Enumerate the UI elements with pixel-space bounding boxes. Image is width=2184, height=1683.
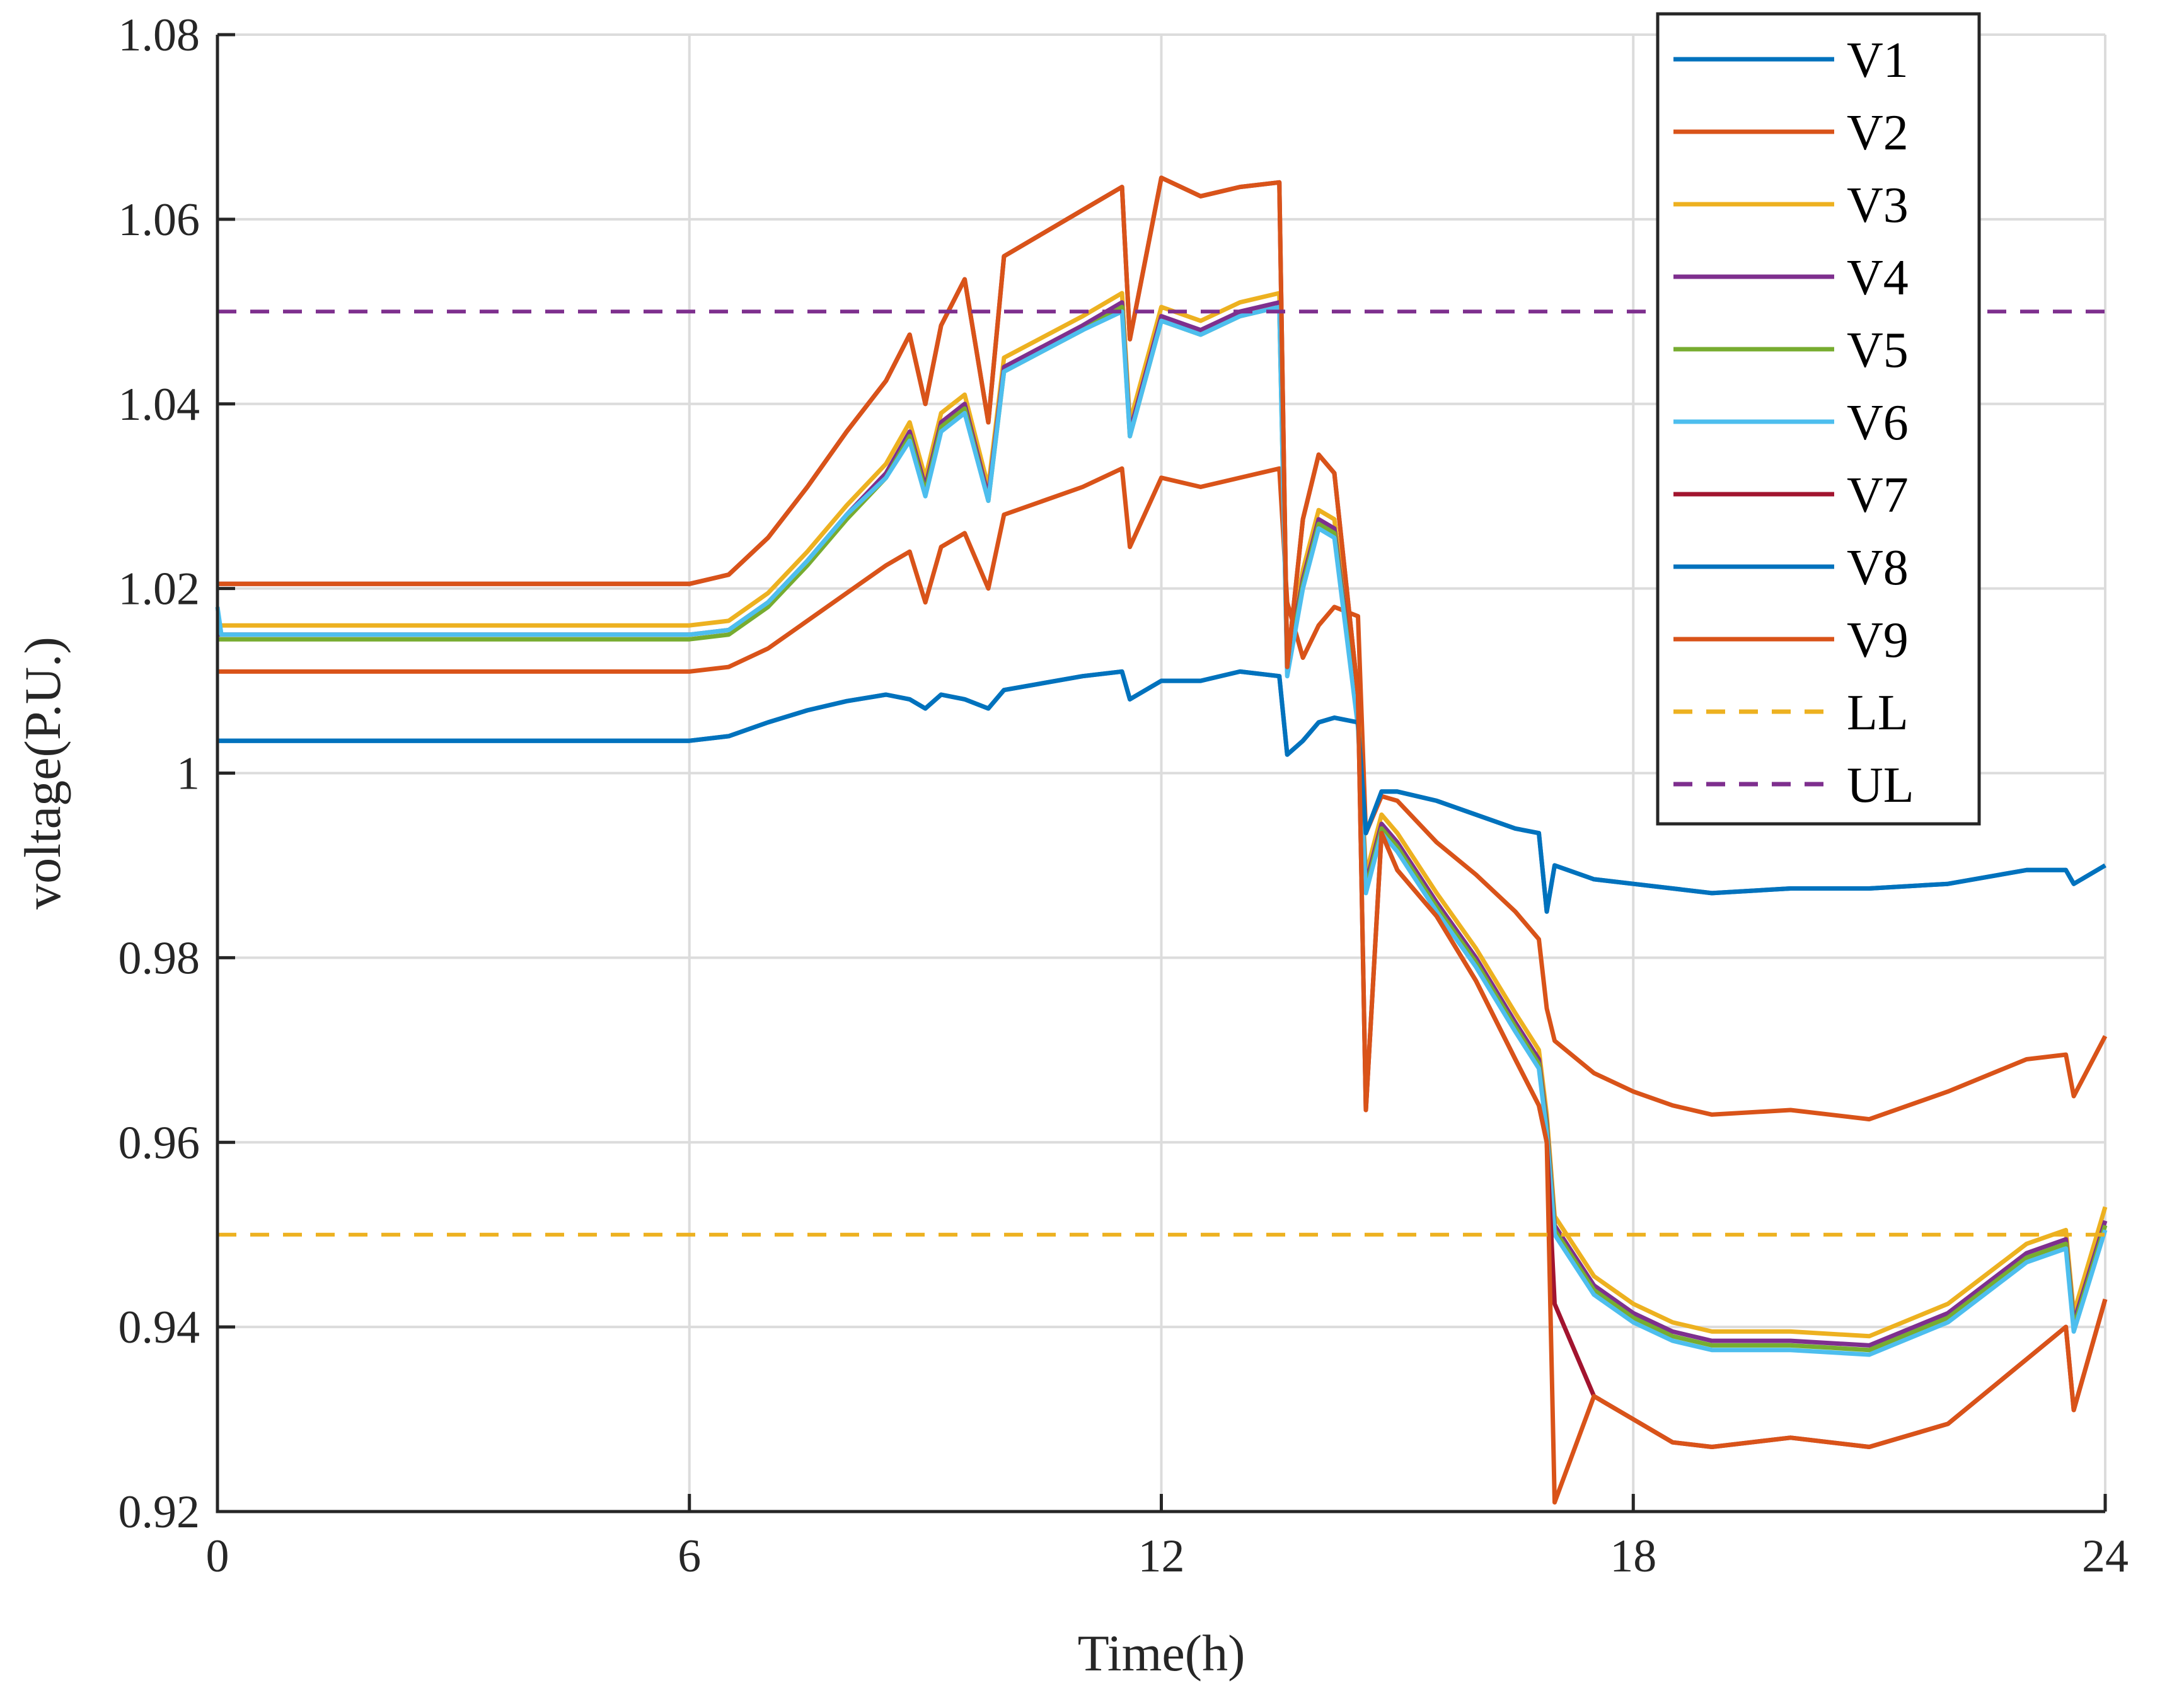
x-tick-label: 0: [206, 1530, 229, 1582]
legend-label: V9: [1847, 613, 1909, 668]
x-tick-label: 18: [1610, 1530, 1656, 1582]
series-line-v6: [215, 304, 2108, 1357]
x-axis-label: Time(h): [1078, 1624, 1245, 1682]
legend-label: V6: [1847, 395, 1909, 451]
series-line-v3: [217, 291, 2108, 1339]
legend-label: V1: [1847, 33, 1909, 88]
legend-label: V8: [1847, 540, 1909, 596]
series-line-v9: [217, 175, 2108, 1505]
legend-label: V4: [1847, 250, 1909, 306]
y-tick-label: 1: [176, 748, 200, 800]
y-tick-label: 1.06: [118, 194, 200, 246]
y-tick-label: 1.08: [118, 9, 200, 61]
x-tick-label: 24: [2082, 1530, 2129, 1582]
legend-label: UL: [1847, 758, 1914, 813]
y-tick-label: 0.96: [118, 1117, 200, 1169]
legend-label: V3: [1847, 178, 1909, 233]
series-line-v8: [217, 669, 2106, 914]
series-line-v2: [217, 466, 2108, 1122]
legend-label: LL: [1847, 685, 1909, 741]
y-tick-label: 0.98: [118, 932, 200, 984]
y-tick-label: 0.94: [118, 1302, 200, 1353]
series-lines: [215, 175, 2108, 1505]
legend-label: V7: [1847, 468, 1909, 523]
x-tick-label: 6: [678, 1530, 701, 1582]
legend-label: V2: [1847, 105, 1909, 161]
x-tick-label: 12: [1138, 1530, 1185, 1582]
y-tick-label: 1.02: [118, 564, 200, 615]
axes: 0 6 12 18 24 0.92 0.94 0.96 0.98 1 1.02 1.04 1.06 1.0…: [118, 9, 2129, 1582]
legend-label: V5: [1847, 323, 1909, 378]
y-tick-label: 1.04: [118, 379, 200, 431]
y-axis-label: voltage(P.U.): [14, 637, 71, 910]
y-tick-label: 0.92: [118, 1486, 200, 1538]
legend: V1 V2 V3 V4 V5 V6 V7 V8 V9 LL UL: [1656, 12, 1981, 826]
legend-box: [1656, 12, 1981, 826]
